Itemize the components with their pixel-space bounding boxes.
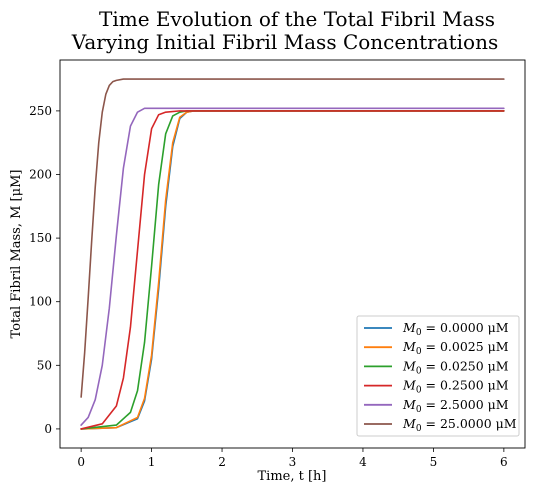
y-tick-label: 150 bbox=[29, 231, 52, 245]
x-axis-label: Time, t [h] bbox=[258, 469, 327, 484]
legend-label-0: M0 = 0.0000 μM bbox=[402, 320, 509, 338]
x-tick-label: 5 bbox=[430, 455, 438, 469]
legend-box bbox=[356, 315, 520, 437]
y-tick-label: 0 bbox=[44, 422, 52, 436]
legend-label-4: M0 = 2.5000 μM bbox=[402, 397, 509, 415]
y-axis-label: Total Fibril Mass, M [μM] bbox=[9, 170, 24, 339]
y-tick-label: 200 bbox=[29, 167, 52, 181]
y-ticks: 0 50 100 150 200 250 bbox=[29, 104, 60, 436]
series-group bbox=[80, 78, 505, 430]
legend-label-5: M0 = 25.0000 μM bbox=[402, 416, 517, 434]
series-line-4 bbox=[80, 107, 505, 426]
legend-label-1: M0 = 0.0025 μM bbox=[402, 339, 509, 357]
y-tick-label: 100 bbox=[29, 295, 52, 309]
x-tick-label: 1 bbox=[148, 455, 156, 469]
plot-area: 0 1 2 3 4 5 6 0 50 100 150 200 250 bbox=[29, 59, 526, 469]
chart-title-line-2: Varying Initial Fibril Mass Concentratio… bbox=[71, 30, 498, 54]
series-line-5 bbox=[80, 78, 505, 398]
chart-title-line-1: Time Evolution of the Total Fibril Mass bbox=[99, 7, 495, 31]
legend-label-3: M0 = 0.2500 μM bbox=[402, 378, 509, 396]
x-tick-label: 3 bbox=[289, 455, 297, 469]
y-tick-label: 50 bbox=[37, 358, 52, 372]
series-line-3 bbox=[80, 110, 505, 430]
x-tick-label: 4 bbox=[359, 455, 367, 469]
x-tick-label: 2 bbox=[218, 455, 226, 469]
y-tick-label: 250 bbox=[29, 104, 52, 118]
legend-label-2: M0 = 0.0250 μM bbox=[402, 358, 509, 376]
x-ticks: 0 1 2 3 4 5 6 bbox=[77, 448, 508, 469]
x-tick-label: 6 bbox=[500, 455, 508, 469]
x-tick-label: 0 bbox=[77, 455, 85, 469]
